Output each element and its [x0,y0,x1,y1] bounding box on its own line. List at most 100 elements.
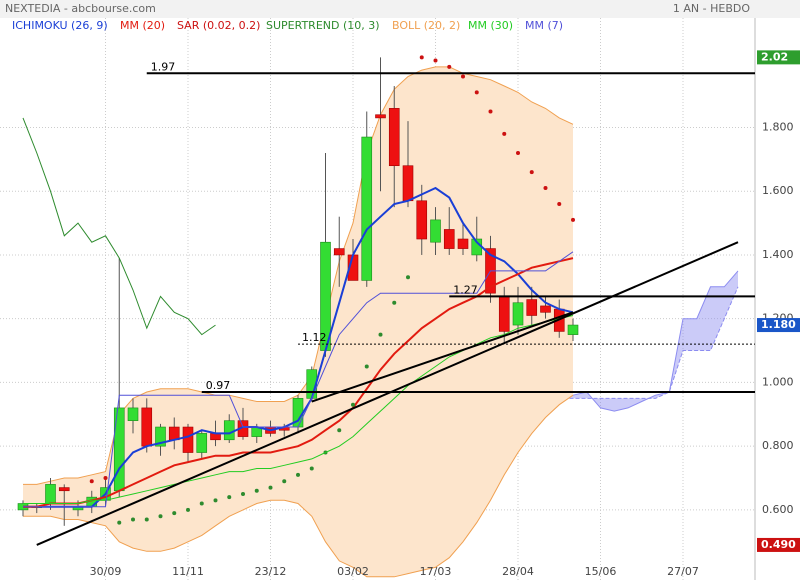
level-label: 1.12 [302,331,327,344]
x-tick-label: 23/12 [255,565,287,578]
y-tick-label: 0.800 [762,439,794,452]
sar-dot [131,517,135,522]
sar-dot [433,58,438,63]
sar-dot [144,517,149,522]
legend-entry: ICHIMOKU (26, 9) [12,19,108,32]
level-label: 0.97 [206,379,231,392]
candle-body [443,229,455,249]
candle-body [540,305,551,313]
sar-dot [337,428,342,433]
sar-dot [392,300,397,305]
sar-dot [158,514,163,519]
sar-dot [351,402,355,407]
candle-body [526,299,538,316]
header-bar [0,0,800,18]
sar-dot [282,479,287,484]
candle-body [45,484,56,504]
trendline [36,241,739,546]
candle-body [361,136,373,281]
y-tick-label: 0.600 [762,503,794,516]
candle-body [498,296,510,332]
level-label: 1.27 [453,283,478,296]
x-tick-label: 30/09 [90,565,122,578]
indicator-line [23,251,574,508]
sar-dot [461,74,465,79]
candle-body [402,165,414,202]
legend-entry: MM (30) [468,19,513,32]
indicator-line [22,117,216,336]
candle-body [457,238,469,249]
price-tag [757,537,800,552]
candle-body [155,426,166,447]
ichimoku-span-b [545,286,739,399]
candle-body [333,248,345,256]
price-tag-label: 1.180 [761,318,796,331]
sar-dot [378,332,383,337]
sar-dot [571,217,575,222]
sar-dot [406,275,410,280]
y-tick-label: 1.400 [762,248,794,261]
candle-body [58,487,70,492]
y-tick-label: 1.600 [762,184,794,197]
candle-body [223,420,235,441]
sar-dot [502,131,507,136]
sar-dot [186,507,190,512]
price-tag [757,318,800,333]
sar-dot [296,472,300,477]
price-tag-label: 2.02 [761,50,788,63]
y-tick-label: 1.000 [762,375,794,388]
sar-dot [516,150,520,155]
x-tick-label: 28/04 [502,565,534,578]
indicator-line [23,186,574,508]
x-tick-label: 27/07 [667,565,699,578]
level-label: 1.97 [151,60,176,73]
price-tag [757,50,800,65]
candle-body [567,324,579,335]
legend-entry: BOLL (20, 2) [392,19,460,32]
sar-dot [227,495,232,500]
page-title: NEXTEDIA - abcbourse.com [5,2,156,15]
candle-body [141,407,153,447]
indicator-line [23,257,574,508]
sar-dot [268,485,273,490]
sar-dot [474,90,479,95]
sar-dot [103,476,108,481]
sar-dot [89,479,94,484]
x-tick-label: 17/03 [420,565,452,578]
legend-entry: MM (7) [525,19,563,32]
legend-entry: SUPERTREND (10, 3) [266,19,380,32]
sar-dot [488,109,493,114]
candle-body [182,426,194,453]
period: 1 AN - HEBDO [673,2,750,15]
indicator-line [23,315,574,504]
x-tick-label: 03/02 [337,565,369,578]
sar-dot [309,466,314,471]
sar-dot [364,364,369,369]
sar-dot [199,501,204,506]
sar-dot [213,498,218,503]
sar-dot [529,170,534,175]
sar-dot [557,201,562,206]
candle-body [168,426,180,441]
legend-entry: SAR (0.02, 0.2) [177,19,260,32]
legend-entry: MM (20) [120,19,165,32]
x-tick-label: 11/11 [172,565,204,578]
sar-dot [172,511,177,516]
ichimoku-cloud [545,270,738,412]
y-tick-label: 1.800 [762,120,794,133]
candle-body [127,407,139,421]
sar-dot [419,55,424,60]
overlay: 0.6000.8001.0001.2001.4001.6001.80030/09… [12,19,800,578]
candle-body [512,302,524,326]
sar-dot [543,186,548,191]
ichimoku-span-a [545,270,739,412]
candle-body [416,200,428,240]
candle-body [388,108,400,167]
sar-dot [117,520,122,525]
plot [17,55,739,578]
bollinger-lower [23,394,574,578]
trendline [311,311,574,403]
sar-dot [254,488,259,493]
candle-body [430,219,441,243]
